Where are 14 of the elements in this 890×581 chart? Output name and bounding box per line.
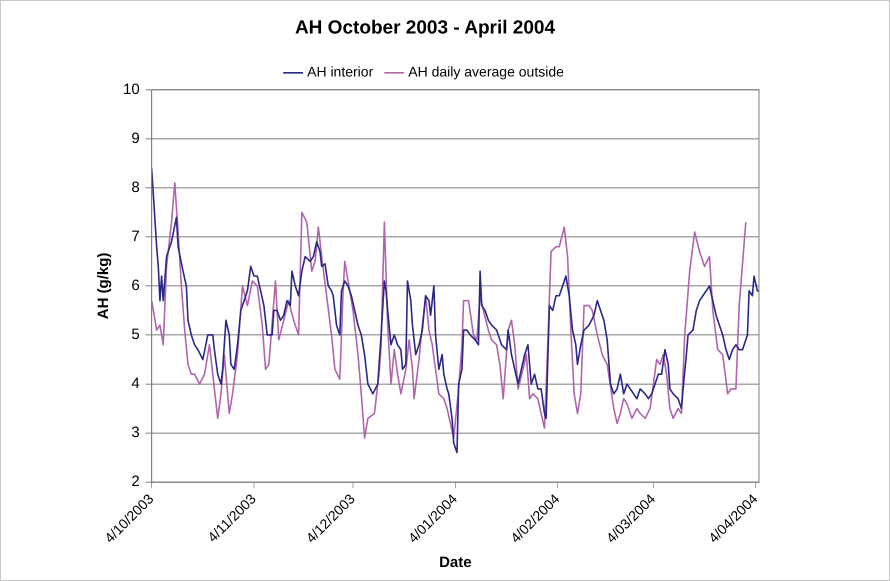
legend-label: AH interior xyxy=(307,64,374,80)
x-axis-title: Date xyxy=(439,554,472,572)
chart-title: AH October 2003 - April 2004 xyxy=(294,18,556,39)
y-tick-label: 10 xyxy=(122,80,140,98)
y-tick-label: 6 xyxy=(131,277,140,294)
legend-label: AH daily average outside xyxy=(408,64,564,80)
y-tick-label: 7 xyxy=(131,228,140,246)
y-tick-label: 9 xyxy=(131,130,140,147)
y-tick-label: 8 xyxy=(131,179,140,196)
y-axis-title: AH (g/kg) xyxy=(95,252,112,320)
y-tick-label: 5 xyxy=(131,326,140,344)
y-tick-label: 2 xyxy=(131,473,140,490)
y-tick-label: 3 xyxy=(131,424,140,442)
y-tick-label: 4 xyxy=(131,375,140,392)
